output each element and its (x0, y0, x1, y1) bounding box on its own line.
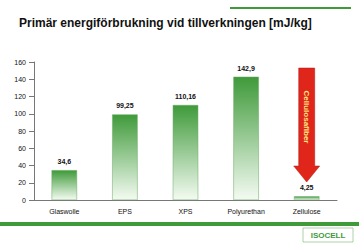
svg-text:Primär energiförbrukning vid t: Primär energiförbrukning vid tillverknin… (19, 16, 312, 30)
svg-text:XPS: XPS (178, 208, 192, 215)
svg-text:60: 60 (18, 145, 26, 152)
svg-text:EPS: EPS (118, 208, 132, 215)
svg-text:Cellulosafiber: Cellulosafiber (302, 91, 311, 144)
svg-text:34,6: 34,6 (57, 158, 71, 166)
svg-text:110,16: 110,16 (175, 93, 196, 101)
svg-text:160: 160 (14, 59, 26, 66)
svg-text:0: 0 (22, 197, 26, 204)
svg-text:ISOCELL: ISOCELL (311, 231, 346, 240)
svg-text:142,9: 142,9 (237, 65, 255, 73)
svg-text:40: 40 (18, 162, 26, 169)
svg-text:Polyurethan: Polyurethan (227, 208, 264, 216)
svg-text:120: 120 (14, 93, 26, 100)
svg-text:99,25: 99,25 (116, 102, 134, 110)
svg-text:20: 20 (18, 179, 26, 186)
svg-text:Glaswolle: Glaswolle (49, 208, 79, 215)
svg-text:Zellulose: Zellulose (293, 208, 321, 215)
svg-text:140: 140 (14, 76, 26, 83)
svg-text:100: 100 (14, 110, 26, 117)
svg-text:80: 80 (18, 128, 26, 135)
svg-text:4,25: 4,25 (300, 184, 314, 192)
